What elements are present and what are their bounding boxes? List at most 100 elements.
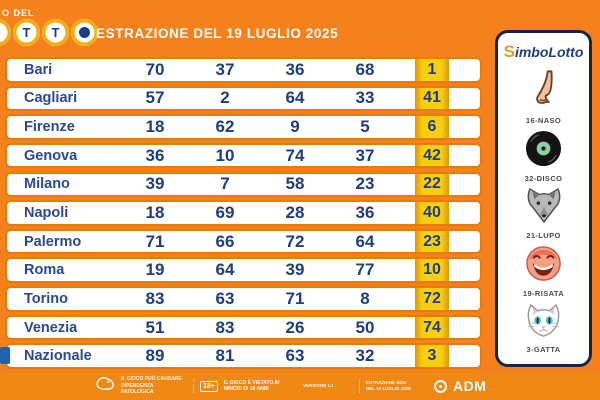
number-cell: 37 — [355, 145, 375, 165]
symbol-naso: 16-NASO — [526, 69, 561, 125]
fifth-number-cell: 41 — [415, 87, 449, 110]
city-label: Nazionale — [24, 348, 92, 365]
number-cell: 23 — [355, 174, 375, 194]
logo-circle-icon — [0, 19, 11, 46]
table-row: Torino 83 63 71 8 72 — [5, 286, 482, 312]
city-label: Cagliari — [24, 90, 78, 107]
table-row: Napoli 18 69 28 36 40 — [5, 200, 482, 226]
number-cell: 72 — [285, 231, 305, 251]
number-cell: 64 — [285, 88, 305, 108]
number-cell: 50 — [355, 317, 375, 337]
number-cell: 63 — [285, 346, 305, 366]
number-cell: 83 — [215, 317, 235, 337]
number-cell: 71 — [285, 288, 305, 308]
footer-warnings: IL GIOCO PUÒ CAUSARE DIPENDENZA PATOLOGI… — [95, 372, 290, 400]
table-row: Firenze 18 62 9 5 6 — [5, 114, 482, 140]
footer-divider — [359, 379, 360, 393]
number-cell: 19 — [145, 260, 165, 280]
fifth-number-cell: 6 — [415, 116, 449, 138]
symbol-lupo: 21-LUPO — [525, 187, 563, 240]
simbolotto-panel: SimboLotto 16-NASO — [495, 30, 592, 367]
fifth-number-cell: 22 — [415, 173, 449, 196]
adm-label: ADM — [453, 378, 487, 394]
wolf-icon — [525, 187, 563, 229]
symbol-disco: 32-DISCO — [525, 130, 563, 183]
logo-circle-dot-icon — [71, 19, 98, 46]
table-row: Palermo 71 66 72 64 23 — [5, 228, 482, 255]
number-cell: 68 — [355, 59, 375, 79]
logo-circle-icon: T — [42, 19, 69, 46]
number-cell: 36 — [145, 145, 165, 165]
table-row: Genova 36 10 74 37 42 — [5, 142, 482, 169]
table-row: Roma 19 64 39 77 10 — [5, 257, 482, 283]
logo-circle-icon: T — [13, 19, 40, 46]
logo-top-text: O DEL — [2, 8, 35, 18]
number-cell: 64 — [215, 260, 235, 280]
footer-divider — [193, 379, 194, 393]
number-cell: 71 — [145, 231, 165, 251]
city-label: Torino — [24, 290, 69, 307]
extraction-note-text: Estrazione ADM del 19 luglio 2025 — [366, 380, 411, 391]
warning-dependency-text: IL GIOCO PUÒ CAUSARE DIPENDENZA PATOLOGI… — [121, 376, 182, 396]
number-cell: 18 — [145, 202, 165, 222]
symbol-label: 16-NASO — [525, 115, 562, 125]
nazionale-badge — [0, 347, 10, 365]
number-cell: 8 — [360, 288, 370, 308]
city-label: Bari — [24, 61, 53, 78]
number-cell: 33 — [355, 88, 375, 108]
table-row-nazionale: Nazionale 89 81 63 32 3 — [0, 343, 482, 369]
number-cell: 36 — [355, 202, 375, 222]
fifth-number-cell: 72 — [415, 288, 449, 310]
laugh-icon — [525, 245, 562, 287]
number-cell: 81 — [215, 346, 235, 366]
table-row: Venezia 51 83 26 50 74 — [5, 314, 482, 341]
number-cell: 57 — [145, 88, 165, 108]
fifth-number-cell: 42 — [415, 144, 449, 167]
number-cell: 74 — [285, 145, 305, 165]
adm-logo: ADM — [434, 372, 486, 400]
number-cell: 39 — [285, 260, 305, 280]
number-cell: 5 — [360, 117, 370, 137]
age-18-badge: 18+ — [200, 380, 218, 392]
symbol-gatta: 3-GATTA — [525, 303, 562, 354]
fifth-number-cell: 3 — [415, 345, 449, 367]
responsible-gaming-icon — [95, 376, 115, 396]
table-row: Bari 70 37 36 68 1 — [5, 57, 482, 83]
symbol-label: 32-DISCO — [524, 173, 563, 183]
city-label: Firenze — [24, 119, 75, 136]
number-cell: 70 — [145, 59, 165, 79]
number-cell: 39 — [145, 174, 165, 194]
number-cell: 36 — [285, 59, 305, 79]
warning-minors-text: IL GIOCO È VIETATO AI MINORI DI 18 ANNI — [223, 379, 280, 393]
footer-bar: IL GIOCO PUÒ CAUSARE DIPENDENZA PATOLOGI… — [0, 372, 600, 400]
number-cell: 32 — [355, 346, 375, 366]
table-row: Cagliari 57 2 64 33 41 — [5, 85, 482, 112]
city-label: Roma — [24, 262, 65, 279]
number-cell: 58 — [285, 174, 305, 194]
number-cell: 7 — [220, 174, 230, 194]
number-cell: 37 — [215, 59, 235, 79]
number-cell: 2 — [220, 88, 230, 108]
number-cell: 10 — [215, 145, 235, 165]
number-cell: 89 — [145, 346, 165, 366]
disco-icon — [525, 130, 562, 172]
footer-notes: versione 1.1 Estrazione ADM del 19 lugli… — [303, 372, 416, 400]
logo-circles: T T — [0, 19, 98, 46]
page-title: ESTRAZIONE DEL 19 LUGLIO 2025 — [96, 26, 339, 41]
number-cell: 18 — [145, 117, 165, 137]
version-note-text: versione 1.1 — [303, 383, 334, 389]
city-label: Genova — [24, 147, 78, 164]
table-row: Milano 39 7 58 23 22 — [5, 171, 482, 198]
fifth-number-cell: 23 — [415, 230, 449, 253]
fifth-number-cell: 10 — [415, 259, 449, 281]
symbol-label: 21-LUPO — [526, 230, 561, 240]
gioco-del-lotto-logo: O DEL T T — [0, 2, 104, 54]
number-cell: 51 — [145, 317, 165, 337]
city-label: Palermo — [24, 233, 82, 250]
number-cell: 62 — [215, 117, 235, 137]
symbol-risata: 19-RISATA — [523, 245, 564, 298]
extraction-table: Bari 70 37 36 68 1 Cagliari 57 2 64 33 4… — [0, 57, 482, 369]
simbolotto-logo: SimboLotto — [503, 42, 584, 61]
number-cell: 77 — [355, 260, 375, 280]
